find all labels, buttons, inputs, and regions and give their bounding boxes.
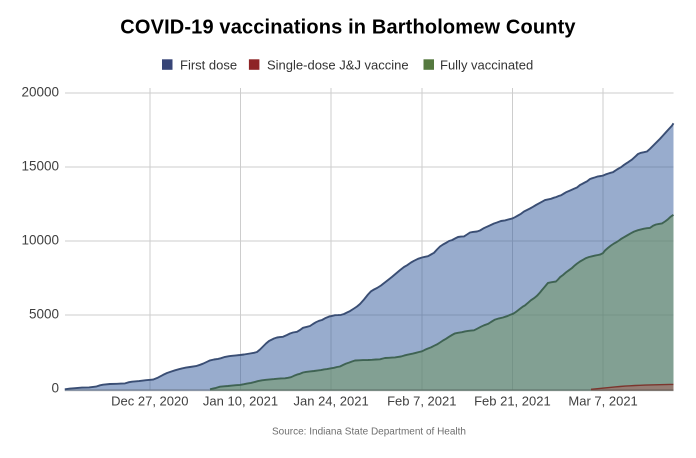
svg-text:0: 0: [51, 381, 59, 396]
svg-text:Dec 27, 2020: Dec 27, 2020: [111, 394, 188, 409]
svg-text:Fully vaccinated: Fully vaccinated: [440, 57, 533, 72]
svg-text:COVID-19 vaccinations in Barth: COVID-19 vaccinations in Bartholomew Cou…: [120, 17, 576, 39]
svg-text:Source: Indiana State Departme: Source: Indiana State Department of Heal…: [272, 427, 466, 438]
svg-text:5000: 5000: [29, 307, 59, 322]
svg-text:Feb 21, 2021: Feb 21, 2021: [474, 394, 551, 409]
svg-text:Jan 24, 2021: Jan 24, 2021: [294, 394, 369, 409]
svg-text:20000: 20000: [21, 85, 59, 100]
svg-text:Feb 7, 2021: Feb 7, 2021: [387, 394, 456, 409]
svg-text:First dose: First dose: [180, 57, 237, 72]
svg-text:15000: 15000: [21, 159, 59, 174]
svg-text:10000: 10000: [21, 233, 59, 248]
svg-text:Single-dose J&J vaccine: Single-dose J&J vaccine: [267, 57, 409, 72]
svg-text:Mar 7, 2021: Mar 7, 2021: [568, 394, 637, 409]
svg-text:Jan 10, 2021: Jan 10, 2021: [203, 394, 278, 409]
